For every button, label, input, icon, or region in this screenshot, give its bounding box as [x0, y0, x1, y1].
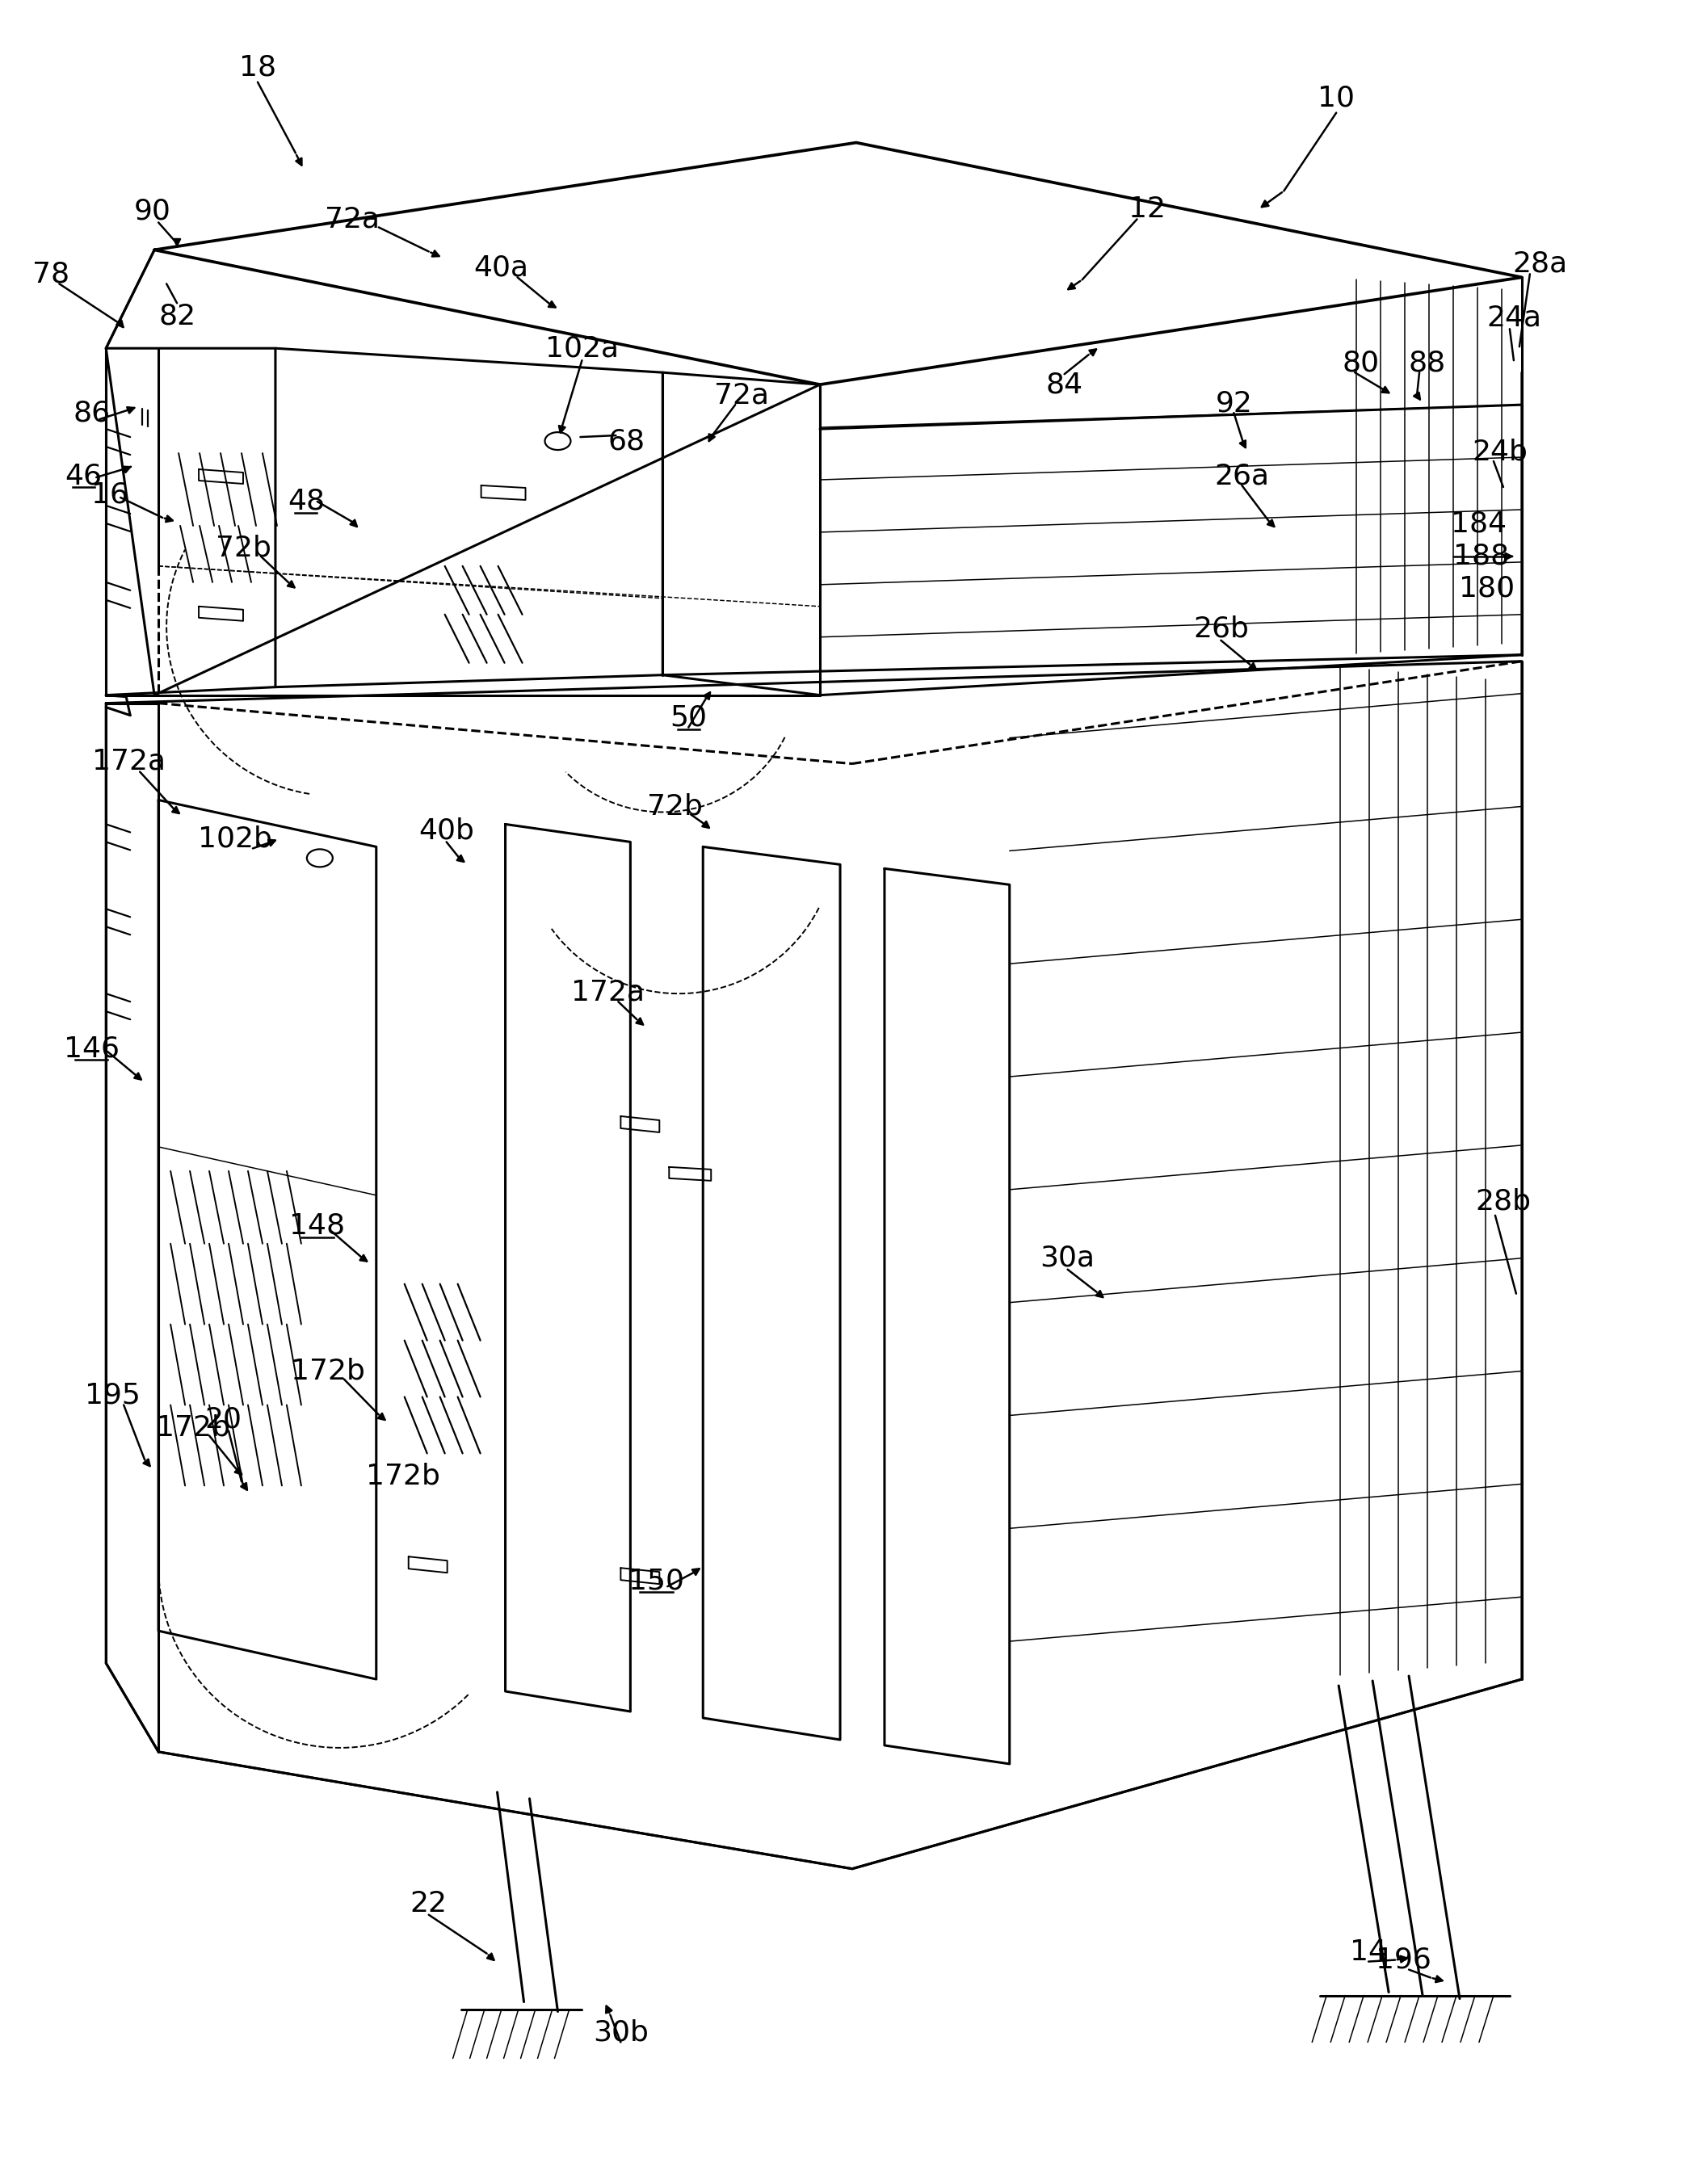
Text: 72a: 72a — [715, 382, 769, 408]
Text: 172a: 172a — [571, 978, 645, 1005]
Text: 12: 12 — [1127, 197, 1165, 223]
Text: 48: 48 — [287, 487, 324, 515]
Text: 22: 22 — [411, 1889, 447, 1918]
Text: 30a: 30a — [1041, 1245, 1095, 1271]
Text: 90: 90 — [134, 197, 171, 225]
Text: 16: 16 — [92, 480, 129, 509]
Text: 72a: 72a — [324, 205, 380, 234]
Text: 88: 88 — [1409, 349, 1447, 376]
Text: 148: 148 — [289, 1212, 345, 1241]
Text: 68: 68 — [608, 428, 645, 454]
Text: 146: 146 — [63, 1035, 119, 1061]
Text: 102a: 102a — [545, 334, 618, 363]
Text: 78: 78 — [32, 260, 70, 288]
Text: 84: 84 — [1046, 371, 1083, 397]
Text: 18: 18 — [239, 55, 277, 81]
Text: 40b: 40b — [419, 817, 474, 845]
Text: 24b: 24b — [1472, 437, 1528, 465]
Text: 80: 80 — [1341, 349, 1379, 376]
Text: 172b: 172b — [156, 1413, 231, 1441]
Text: 24a: 24a — [1486, 304, 1542, 332]
Text: 195: 195 — [85, 1382, 141, 1409]
Text: 28b: 28b — [1476, 1188, 1532, 1216]
Text: 86: 86 — [73, 400, 110, 426]
Text: 28a: 28a — [1513, 249, 1567, 277]
Text: 102b: 102b — [199, 826, 272, 852]
Text: 14: 14 — [1350, 1937, 1387, 1966]
Text: 180: 180 — [1459, 574, 1515, 603]
Text: 92: 92 — [1216, 389, 1253, 417]
Text: 40a: 40a — [474, 253, 528, 282]
Text: 184: 184 — [1452, 511, 1508, 537]
Text: 172b: 172b — [290, 1358, 365, 1385]
Text: 72b: 72b — [647, 793, 703, 821]
Text: 172a: 172a — [92, 747, 165, 775]
Text: 30b: 30b — [593, 2018, 649, 2046]
Text: 196: 196 — [1375, 1946, 1431, 1974]
Text: 172b: 172b — [365, 1463, 440, 1489]
Text: 10: 10 — [1318, 85, 1355, 111]
Text: 50: 50 — [671, 703, 706, 732]
Text: 150: 150 — [628, 1568, 684, 1594]
Text: 26a: 26a — [1214, 463, 1270, 489]
Text: 82: 82 — [158, 301, 195, 330]
Text: 46: 46 — [65, 463, 102, 489]
Text: 72b: 72b — [216, 535, 272, 561]
Text: 26b: 26b — [1194, 616, 1248, 642]
Text: 188: 188 — [1453, 542, 1510, 570]
Text: 20: 20 — [204, 1406, 241, 1433]
